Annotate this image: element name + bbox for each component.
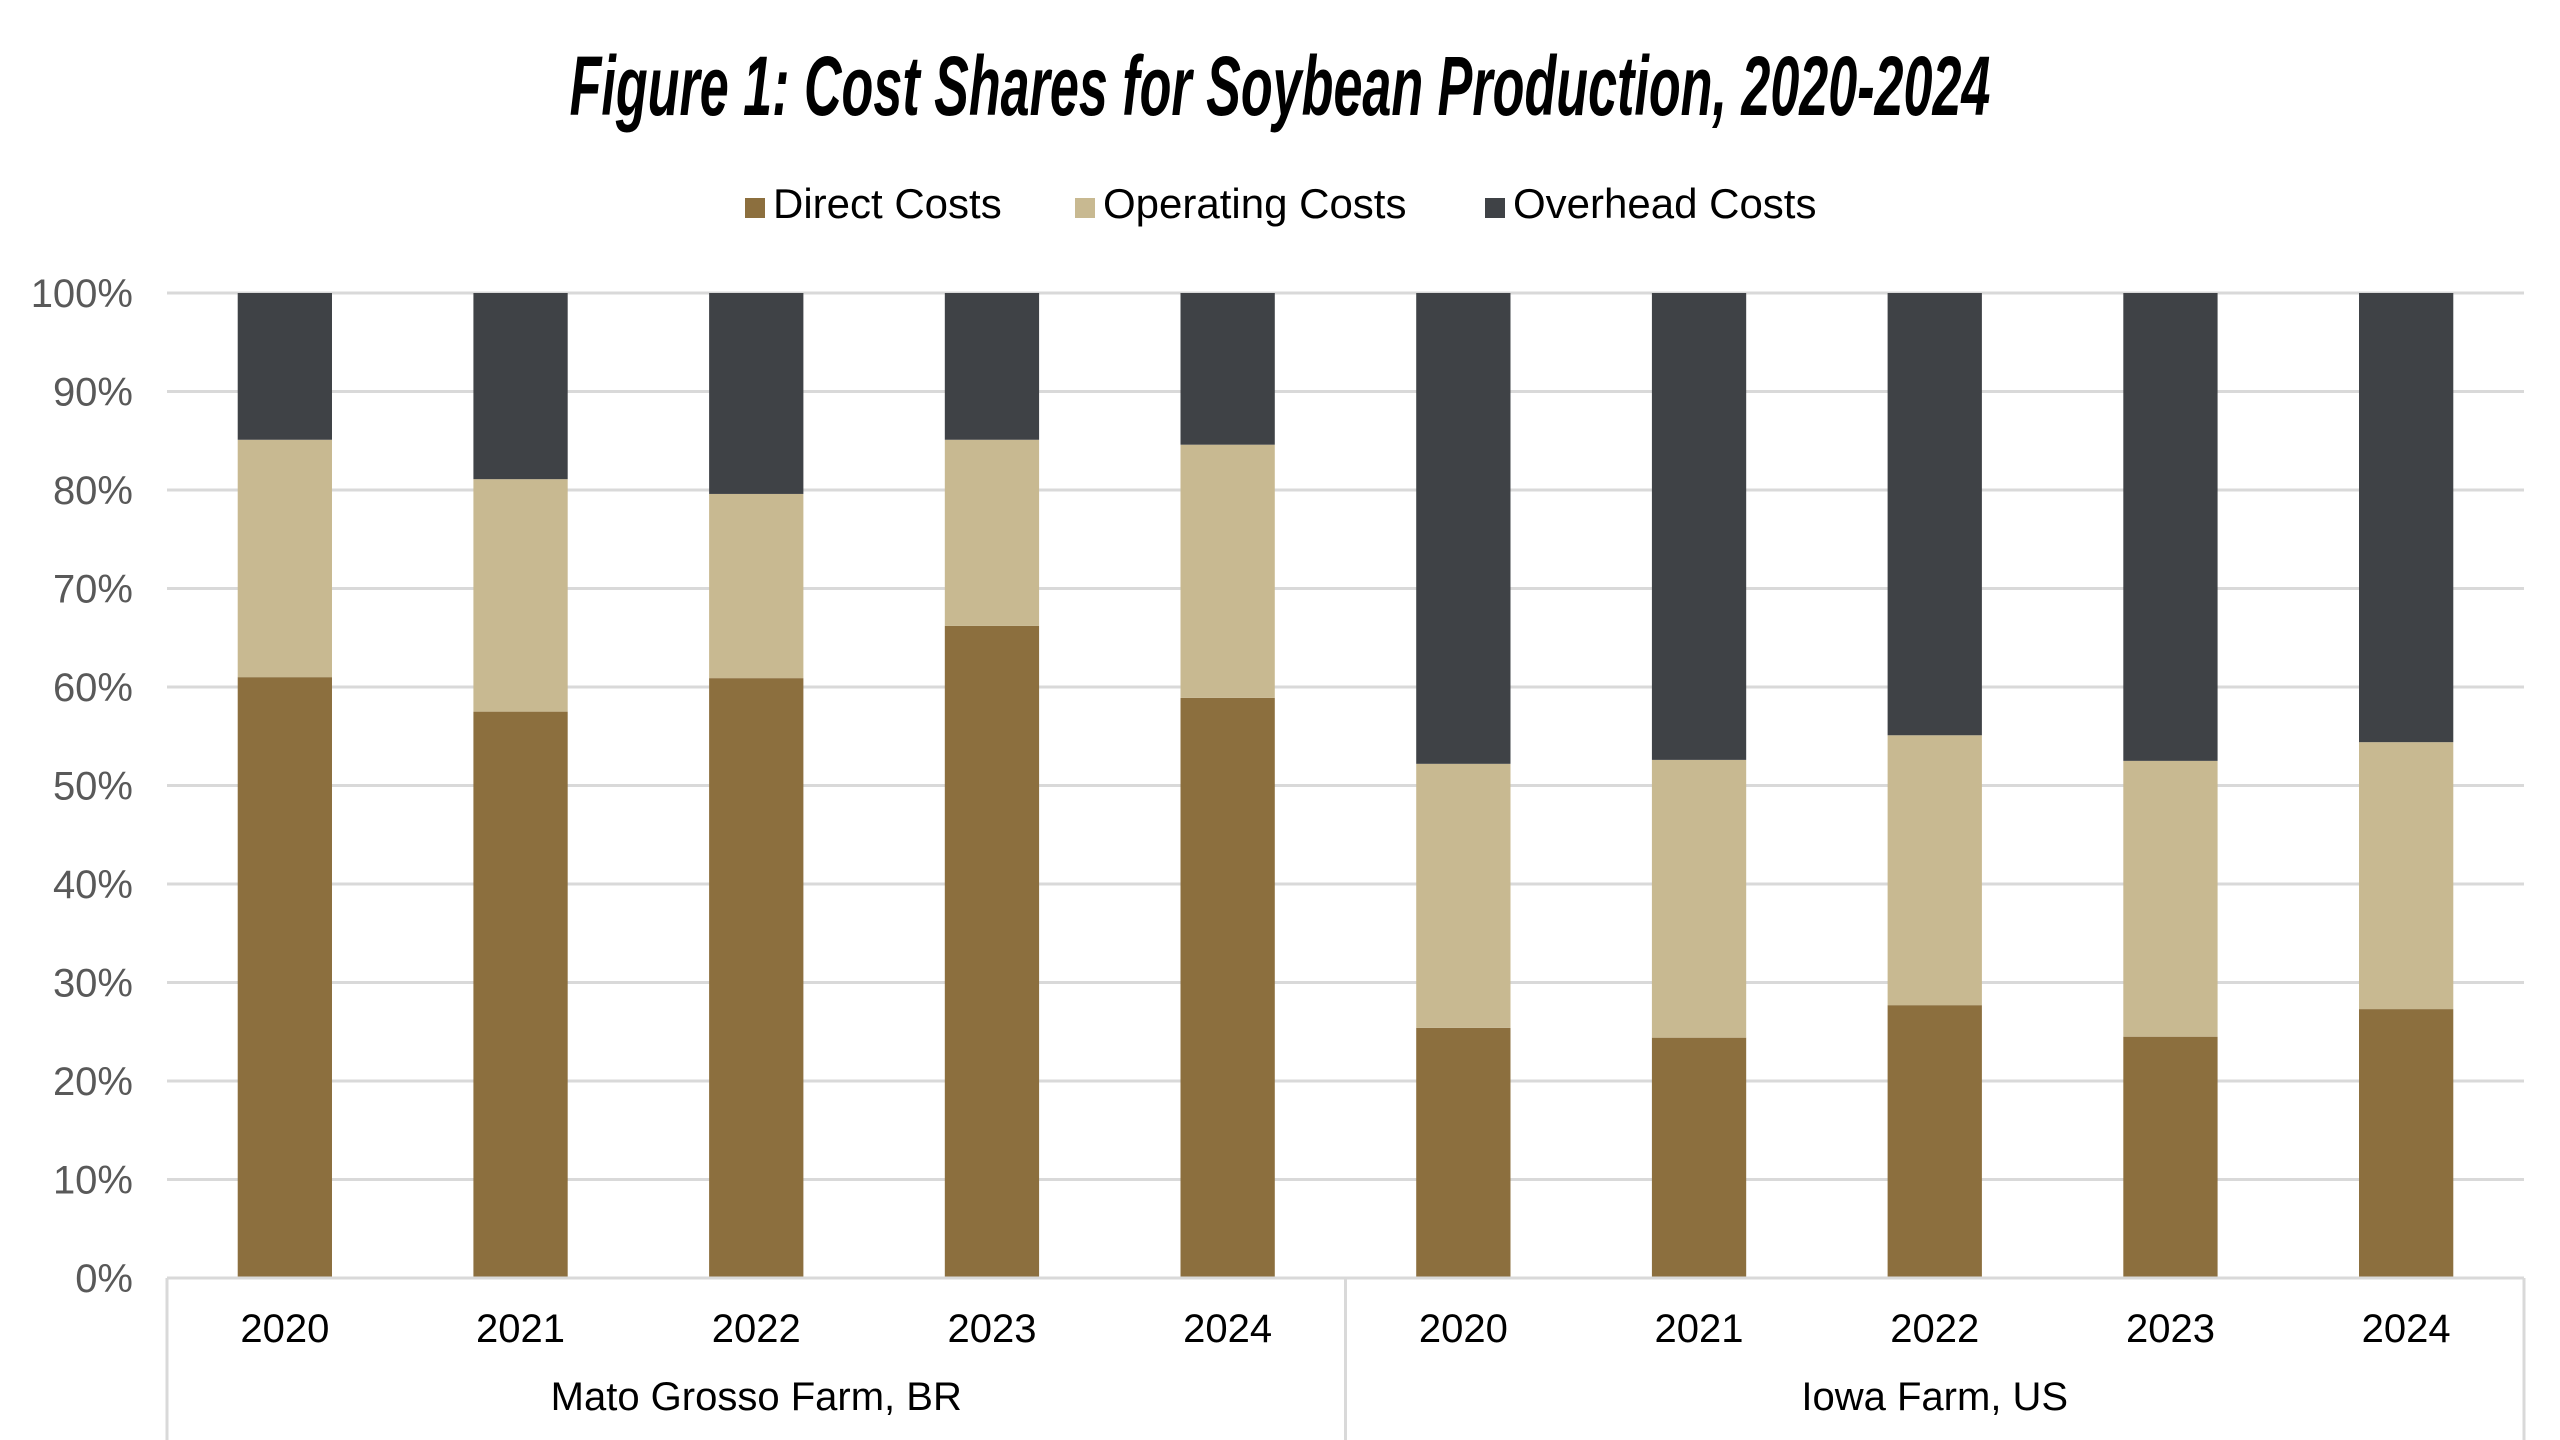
- y-tick-label: 20%: [53, 1060, 133, 1104]
- y-tick-label: 80%: [53, 469, 133, 513]
- y-tick-label: 100%: [31, 272, 133, 316]
- y-tick-label: 30%: [53, 962, 133, 1006]
- bar-operating-costs: [709, 493, 804, 679]
- x-tick-label: 2021: [1655, 1307, 1744, 1351]
- bar-direct-costs: [1180, 697, 1275, 1278]
- bar-operating-costs: [2123, 760, 2218, 1037]
- x-tick-label: 2020: [1419, 1307, 1508, 1351]
- bar-operating-costs: [1651, 759, 1747, 1038]
- bar-stack: [473, 293, 568, 1278]
- bar-operating-costs: [1887, 735, 1982, 1006]
- x-tick-label: 2024: [2362, 1307, 2451, 1351]
- bar-overhead-costs: [1416, 293, 1511, 764]
- bar-stack: [1651, 293, 1747, 1278]
- y-tick-label: 40%: [53, 863, 133, 907]
- legend-label: Operating Costs: [1103, 180, 1406, 227]
- bar-overhead-costs: [237, 293, 332, 440]
- bar-stack: [944, 293, 1040, 1278]
- bar-direct-costs: [2359, 1009, 2454, 1278]
- bar-stack: [237, 293, 332, 1278]
- bar-overhead-costs: [2359, 293, 2454, 743]
- bar-stack: [2359, 293, 2454, 1278]
- legend-label: Overhead Costs: [1513, 180, 1816, 227]
- bar-stack: [709, 293, 804, 1278]
- bar-overhead-costs: [473, 293, 568, 480]
- legend-label: Direct Costs: [773, 180, 1002, 227]
- legend-item: Overhead Costs: [1485, 180, 1816, 227]
- x-tick-label: 2020: [240, 1307, 329, 1351]
- y-tick-label: 70%: [53, 568, 133, 612]
- bar-overhead-costs: [1180, 293, 1275, 445]
- bar-operating-costs: [237, 439, 332, 678]
- y-tick-label: 10%: [53, 1159, 133, 1203]
- bar-operating-costs: [2359, 742, 2454, 1010]
- y-tick-label: 50%: [53, 765, 133, 809]
- y-tick-label: 0%: [75, 1257, 133, 1301]
- bar-operating-costs: [944, 439, 1040, 626]
- bar-direct-costs: [237, 677, 332, 1278]
- y-tick-label: 90%: [53, 371, 133, 415]
- legend-swatch: [745, 198, 765, 218]
- legend-item: Direct Costs: [745, 180, 1002, 227]
- x-tick-label: 2023: [2126, 1307, 2215, 1351]
- bar-overhead-costs: [2123, 293, 2218, 761]
- bar-direct-costs: [944, 625, 1040, 1278]
- bar-overhead-costs: [1651, 293, 1747, 760]
- legend-item: Operating Costs: [1075, 180, 1406, 227]
- bar-operating-costs: [1180, 444, 1275, 698]
- bar-direct-costs: [473, 711, 568, 1278]
- y-tick-label: 60%: [53, 666, 133, 710]
- bar-direct-costs: [1887, 1005, 1982, 1278]
- bar-stack: [1887, 293, 1982, 1278]
- bars: [237, 293, 2454, 1278]
- bar-operating-costs: [473, 479, 568, 712]
- bar-stack: [1416, 293, 1511, 1278]
- bar-direct-costs: [1651, 1037, 1747, 1278]
- bar-stack: [2123, 293, 2218, 1278]
- x-tick-label: 2023: [947, 1307, 1036, 1351]
- bar-overhead-costs: [944, 293, 1040, 440]
- chart-title: Figure 1: Cost Shares for Soybean Produc…: [570, 39, 1991, 133]
- bar-direct-costs: [709, 678, 804, 1278]
- group-label: Mato Grosso Farm, BR: [551, 1375, 962, 1419]
- bar-direct-costs: [1416, 1027, 1511, 1278]
- bar-operating-costs: [1416, 763, 1511, 1028]
- bar-stack: [1180, 293, 1275, 1278]
- group-label: Iowa Farm, US: [1801, 1375, 2068, 1419]
- x-tick-label: 2021: [476, 1307, 565, 1351]
- legend: Direct Costs Operating Costs Overhead Cost…: [745, 180, 1816, 227]
- bar-direct-costs: [2123, 1036, 2218, 1278]
- bar-overhead-costs: [1887, 293, 1982, 736]
- y-axis-ticks: 0% 10% 20% 30% 40% 50% 60% 70% 80% 90% 100%: [31, 272, 133, 1301]
- x-tick-label: 2022: [712, 1307, 801, 1351]
- legend-swatch: [1075, 198, 1095, 218]
- x-tick-label: 2024: [1183, 1307, 1272, 1351]
- bar-overhead-costs: [709, 293, 804, 494]
- legend-swatch: [1485, 198, 1505, 218]
- x-axis: 2020 2021 2022 2023 2024 2020 2021 2022 2023 2024…: [165, 1276, 2526, 1440]
- x-tick-label: 2022: [1890, 1307, 1979, 1351]
